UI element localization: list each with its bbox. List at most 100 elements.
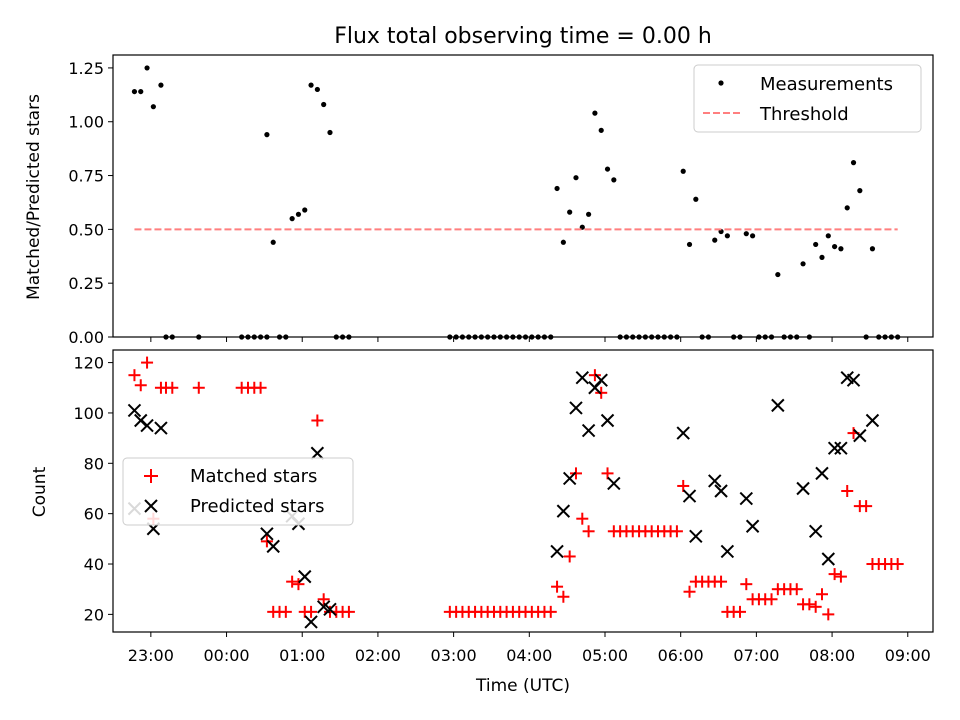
matched-point bbox=[134, 379, 147, 392]
matched-point bbox=[286, 575, 299, 588]
measurement-point bbox=[693, 196, 699, 202]
matched-point bbox=[317, 593, 330, 606]
predicted-point bbox=[720, 544, 735, 559]
matched-point bbox=[292, 578, 305, 591]
predicted-point bbox=[600, 413, 615, 428]
y-tick-label: 120 bbox=[73, 354, 104, 373]
matched-point bbox=[891, 558, 904, 571]
predicted-point bbox=[714, 484, 728, 498]
predicted-point bbox=[865, 413, 880, 428]
matched-point bbox=[141, 356, 154, 369]
predicted-point bbox=[853, 428, 867, 443]
predicted-point bbox=[569, 401, 583, 415]
predicted-point bbox=[127, 403, 142, 418]
predicted-point bbox=[771, 398, 785, 413]
predicted-point bbox=[821, 552, 835, 566]
measurement-point bbox=[327, 129, 333, 136]
measurement-point bbox=[321, 101, 327, 108]
matched-point bbox=[192, 381, 205, 394]
measurement-point bbox=[295, 211, 302, 217]
measurement-point bbox=[686, 241, 693, 248]
measurement-point bbox=[724, 233, 730, 239]
x-tick-label: 06:00 bbox=[658, 646, 704, 665]
matched-point bbox=[733, 605, 746, 618]
matched-point bbox=[128, 369, 141, 382]
predicted-point bbox=[562, 471, 577, 486]
matched-point bbox=[765, 593, 778, 606]
measurement-point bbox=[869, 246, 876, 252]
y-tick-label: 0.50 bbox=[68, 220, 104, 239]
predicted-point bbox=[581, 423, 596, 438]
plot-frame-top bbox=[112, 54, 934, 338]
predicted-point bbox=[815, 466, 829, 481]
predicted-point bbox=[834, 441, 848, 455]
predicted-point bbox=[607, 476, 621, 491]
measurement-point bbox=[150, 104, 156, 110]
x-tick-label: 05:00 bbox=[582, 646, 628, 665]
predicted-point bbox=[266, 539, 280, 554]
measurement-point bbox=[573, 175, 579, 181]
measurement-point bbox=[712, 237, 718, 243]
measurement-point bbox=[825, 233, 831, 239]
matched-point bbox=[305, 605, 318, 618]
y-tick-label: 0.75 bbox=[68, 167, 104, 186]
matched-point bbox=[582, 525, 595, 538]
matched-point bbox=[563, 550, 576, 563]
matched-point bbox=[576, 512, 589, 525]
matched-point bbox=[166, 381, 179, 394]
legend-threshold-label: Threshold bbox=[759, 104, 849, 125]
y-axis-label-ratio: Matched/Predicted stars bbox=[24, 94, 44, 300]
matched-point bbox=[841, 485, 854, 497]
predicted-point bbox=[298, 569, 312, 584]
plot-frame-bottom bbox=[112, 349, 934, 633]
x-tick-label: 01:00 bbox=[279, 646, 325, 665]
measurement-point bbox=[586, 211, 592, 217]
predicted-point bbox=[745, 519, 760, 533]
matched-point bbox=[790, 583, 803, 596]
measurement-point bbox=[554, 185, 560, 192]
matched-point bbox=[822, 608, 835, 621]
x-axis-label: Time (UTC) bbox=[475, 676, 570, 696]
measurement-point bbox=[144, 65, 150, 71]
x-tick-label: 08:00 bbox=[809, 646, 855, 665]
predicted-point bbox=[739, 491, 753, 506]
predicted-point bbox=[310, 446, 325, 460]
measurement-point bbox=[560, 239, 566, 245]
x-tick-label: 04:00 bbox=[506, 646, 552, 665]
measurement-point bbox=[844, 205, 850, 211]
matched-point bbox=[828, 568, 841, 581]
measurement-point bbox=[592, 110, 598, 116]
predicted-point bbox=[323, 602, 337, 617]
y-tick-label: 80 bbox=[84, 454, 104, 473]
ratio-panel: Flux total observing time = 0.00 h Match… bbox=[24, 24, 934, 347]
predicted-point bbox=[682, 489, 697, 503]
measurement-point bbox=[680, 168, 686, 174]
measurement-point bbox=[800, 261, 806, 267]
matched-point bbox=[815, 588, 828, 601]
predicted-point bbox=[689, 529, 703, 544]
x-tick-label: 07:00 bbox=[733, 646, 779, 665]
matched-point bbox=[342, 605, 355, 618]
measurement-point bbox=[302, 207, 308, 213]
legend-matched-label: Matched stars bbox=[190, 466, 317, 487]
measurement-point bbox=[308, 82, 314, 88]
matched-point bbox=[279, 605, 292, 618]
measurement-point bbox=[289, 216, 295, 222]
legend-predicted-marker bbox=[144, 499, 158, 513]
matched-point bbox=[670, 525, 683, 538]
measurement-point bbox=[857, 188, 863, 194]
predicted-point bbox=[575, 370, 589, 385]
y-tick-label: 0.00 bbox=[68, 328, 104, 347]
matched-point bbox=[311, 414, 324, 427]
measurement-point bbox=[743, 231, 749, 237]
x-tick-label: 02:00 bbox=[355, 646, 401, 665]
measurement-point bbox=[264, 132, 270, 138]
predicted-point bbox=[550, 544, 564, 559]
predicted-point bbox=[594, 373, 608, 387]
y-axis-label-count: Count bbox=[30, 466, 50, 517]
matched-point bbox=[740, 578, 753, 591]
matched-point bbox=[601, 467, 614, 480]
measurement-point bbox=[158, 82, 164, 88]
predicted-point bbox=[260, 527, 274, 541]
